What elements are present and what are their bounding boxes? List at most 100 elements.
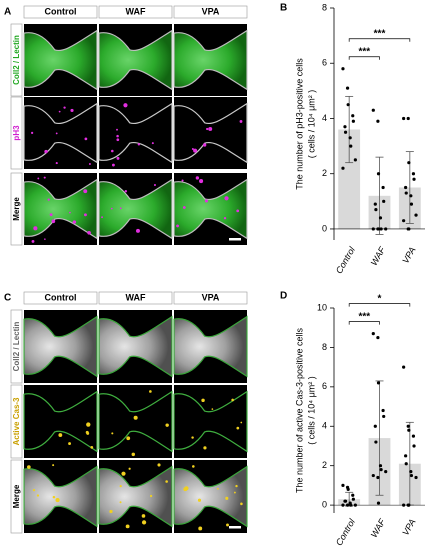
tissue-shape — [99, 392, 172, 452]
data-point — [373, 202, 377, 206]
column-header: Control — [45, 292, 77, 302]
cell-spot — [198, 526, 203, 531]
cell-spot — [83, 189, 88, 194]
tissue-shape — [174, 467, 247, 527]
data-point — [402, 219, 406, 223]
cell-spot — [201, 398, 205, 403]
cell-spot — [47, 198, 50, 201]
x-tick-label: VPA — [400, 245, 417, 265]
data-point — [373, 424, 377, 428]
cell-spot — [111, 163, 115, 167]
cell-spot — [63, 106, 66, 109]
cell-spot — [153, 183, 156, 187]
row-label-box — [10, 459, 23, 534]
data-point — [378, 464, 383, 468]
cell-spot — [110, 207, 113, 210]
significance-label: *** — [358, 311, 370, 322]
cell-spot — [70, 108, 74, 113]
cell-spot — [49, 213, 53, 217]
cell-spot — [204, 199, 209, 203]
cell-spot — [224, 196, 229, 201]
tissue-shape — [174, 31, 247, 90]
tissue — [174, 180, 247, 239]
significance-label: * — [378, 293, 382, 304]
micrograph — [99, 97, 172, 169]
data-point — [371, 332, 375, 336]
data-point — [341, 166, 345, 170]
data-point — [379, 468, 383, 472]
column-header-box — [23, 291, 98, 305]
row-label: Coll2 / Lectin — [12, 35, 21, 85]
data-point — [376, 119, 380, 123]
column-header: VPA — [202, 292, 220, 302]
tissue-shape — [24, 180, 97, 239]
cell-spot — [236, 209, 240, 213]
data-point — [376, 335, 380, 340]
data-point — [411, 172, 416, 176]
y-tick-label: 4 — [322, 421, 327, 431]
column-header: WAF — [126, 6, 146, 16]
y-tick-label: 0 — [322, 223, 327, 233]
tissue-shape — [99, 31, 172, 90]
cell-spot — [87, 230, 91, 235]
tissue-shape — [24, 467, 97, 527]
cell-spot — [141, 520, 147, 525]
tissue — [174, 467, 247, 527]
cell-spot — [68, 442, 71, 445]
cell-spot — [176, 224, 179, 228]
data-point — [376, 172, 381, 176]
cell-spot — [195, 176, 200, 180]
micrograph — [99, 385, 172, 458]
data-point — [349, 144, 353, 148]
y-tick-label: 0 — [322, 499, 327, 509]
cell-spot — [55, 498, 60, 503]
cell-spot — [165, 423, 169, 427]
tissue — [24, 180, 97, 239]
y-tick-label: 10 — [317, 302, 327, 312]
data-point — [406, 424, 410, 428]
significance-bracket — [348, 321, 380, 325]
y-tick-label: 8 — [322, 342, 327, 352]
data-point — [351, 114, 355, 118]
cell-spot — [90, 445, 94, 449]
cell-spot — [55, 132, 58, 135]
tissue-shape — [24, 392, 97, 452]
cell-spot — [184, 486, 189, 491]
data-point — [381, 408, 385, 413]
scale-bar — [229, 238, 241, 241]
column-header-box — [173, 291, 248, 305]
data-point — [382, 199, 386, 203]
significance-label: *** — [358, 46, 370, 57]
column-header: VPA — [202, 6, 220, 16]
cell-spot — [33, 226, 38, 231]
tissue — [174, 31, 247, 90]
scale-bar — [229, 526, 241, 529]
tissue — [174, 317, 247, 377]
cell-spot — [137, 143, 141, 146]
tissue-shape — [174, 180, 247, 239]
data-point — [409, 473, 414, 478]
data-point — [404, 462, 408, 466]
cell-spot — [43, 176, 46, 179]
tissue — [99, 104, 172, 163]
data-point — [376, 475, 380, 480]
cell-spot — [116, 156, 120, 160]
column-header: WAF — [126, 292, 146, 302]
tissue — [99, 392, 172, 452]
cell-spot — [211, 408, 214, 410]
cell-spot — [208, 126, 213, 131]
cell-spot — [240, 502, 243, 506]
row-label-box — [10, 172, 23, 246]
cell-spot — [27, 465, 31, 469]
cell-spot — [86, 422, 91, 427]
cell-spot — [197, 498, 202, 502]
y-axis-label: The number of pH3-positive cells — [294, 58, 304, 190]
significance-bracket — [348, 56, 380, 60]
micrograph — [24, 97, 97, 169]
cell-spot — [236, 426, 240, 430]
cell-spot — [111, 432, 114, 435]
data-point — [348, 136, 352, 140]
significance-label: *** — [374, 28, 386, 39]
data-point — [404, 191, 408, 195]
data-point — [351, 493, 355, 497]
